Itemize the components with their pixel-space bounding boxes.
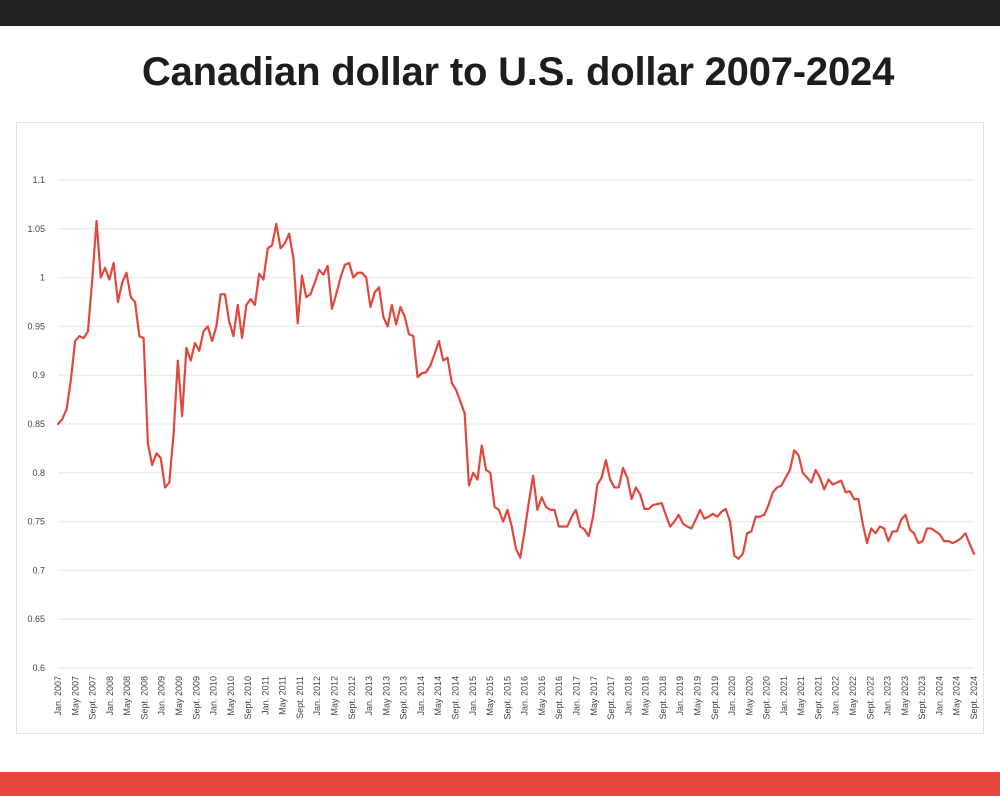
x-tick-label: May 2022	[848, 676, 858, 716]
x-tick-label: May 2009	[174, 676, 184, 716]
x-tick-label: Jan. 2009	[157, 676, 167, 716]
x-tick-label: Sept. 2013	[399, 676, 409, 720]
x-tick-label: Jan. 2015	[468, 676, 478, 716]
x-tick-label: Sept. 2011	[295, 676, 305, 719]
x-tick-label: Sept. 2015	[502, 676, 512, 720]
x-tick-label: May 2015	[485, 676, 495, 716]
x-tick-label: Sept. 2012	[347, 676, 357, 720]
x-tick-label: Jan. 2007	[53, 676, 63, 716]
y-tick-label: 0.8	[32, 468, 45, 478]
x-tick-label: Sept. 2010	[243, 676, 253, 720]
x-tick-label: May 2008	[122, 676, 132, 716]
x-tick-label: Jan. 2016	[520, 676, 530, 716]
x-tick-label: May 2019	[693, 676, 703, 716]
x-tick-label: May 2012	[330, 676, 340, 716]
x-tick-label: Jan. 2023	[883, 676, 893, 716]
bottom-bar	[0, 772, 1000, 796]
chart-title: Canadian dollar to U.S. dollar 2007-2024	[141, 50, 895, 94]
y-tick-label: 1.05	[27, 224, 45, 234]
x-tick-label: Sept. 2018	[658, 676, 668, 720]
x-tick-label: Sept. 2009	[191, 676, 201, 720]
x-tick-label: Sept. 2016	[554, 676, 564, 720]
x-tick-label: May 2016	[537, 676, 547, 716]
x-tick-label: Sept. 2014	[451, 676, 461, 720]
x-tick-label: Sept. 2019	[710, 676, 720, 720]
x-tick-label: May 2017	[589, 676, 599, 716]
x-tick-label: Jan. 2008	[105, 676, 115, 716]
x-tick-label: Sept. 2008	[139, 676, 149, 720]
x-tick-label: Jan. 2019	[675, 676, 685, 716]
x-tick-label: May 2020	[744, 676, 754, 716]
x-tick-label: Jan. 2017	[572, 676, 582, 716]
x-tick-label: May 2018	[641, 676, 651, 716]
y-axis-ticks: 0.6 0.65 0.7 0.75 0.8 0.85 0.9 0.95 1 1.05 1.1	[27, 175, 45, 673]
x-tick-label: Jan. 2022	[831, 676, 841, 716]
y-tick-label: 1	[40, 273, 45, 283]
y-tick-label: 1.1	[32, 175, 45, 185]
x-tick-label: May 2011	[278, 676, 288, 715]
x-tick-label: May 2007	[70, 676, 80, 716]
x-tick-label: Sept. 2017	[606, 676, 616, 720]
series-line	[56, 219, 976, 560]
y-tick-label: 0.75	[27, 517, 45, 527]
x-tick-label: Jan. 2011	[260, 676, 270, 715]
x-tick-label: May 2024	[952, 676, 962, 716]
x-tick-label: Jan. 2010	[209, 676, 219, 716]
x-tick-label: Jan. 2018	[623, 676, 633, 716]
x-tick-label: Jan. 2020	[727, 676, 737, 716]
x-tick-label: Jan. 2012	[312, 676, 322, 716]
y-tick-label: 0.95	[27, 321, 45, 331]
x-tick-label: Sept. 2023	[917, 676, 927, 720]
gridlines	[58, 179, 974, 669]
y-tick-label: 0.65	[27, 614, 45, 624]
x-tick-label: Sept. 2024	[969, 676, 979, 720]
x-tick-label: Jan. 2024	[934, 676, 944, 716]
y-tick-label: 0.6	[32, 663, 45, 673]
x-tick-label: Sept. 2007	[88, 676, 98, 720]
x-tick-label: Sept. 2020	[762, 676, 772, 720]
y-tick-label: 0.7	[32, 565, 45, 575]
x-tick-label: Sept. 2022	[865, 676, 875, 720]
y-tick-label: 0.85	[27, 419, 45, 429]
x-tick-label: Jan. 2021	[779, 676, 789, 716]
x-tick-label: Jan. 2014	[416, 676, 426, 716]
x-axis-ticks: Jan. 2007 May 2007 Sept. 2007 Jan. 2008 May …	[53, 676, 979, 720]
chart-frame: 0.6 0.65 0.7 0.75 0.8 0.85 0.9 0.95 1 1.05 1.1 Jan…	[16, 122, 984, 734]
line-chart: 0.6 0.65 0.7 0.75 0.8 0.85 0.9 0.95 1 1.05 1.1 Jan…	[27, 175, 979, 720]
x-tick-label: May 2010	[226, 676, 236, 716]
x-tick-label: May 2021	[796, 676, 806, 716]
y-tick-label: 0.9	[32, 370, 45, 380]
x-tick-label: May 2013	[381, 676, 391, 716]
x-tick-label: May 2023	[900, 676, 910, 716]
top-bar	[0, 0, 1000, 26]
x-tick-label: May 2014	[433, 676, 443, 716]
x-tick-label: Sept. 2021	[814, 676, 824, 720]
x-tick-label: Jan. 2013	[364, 676, 374, 716]
